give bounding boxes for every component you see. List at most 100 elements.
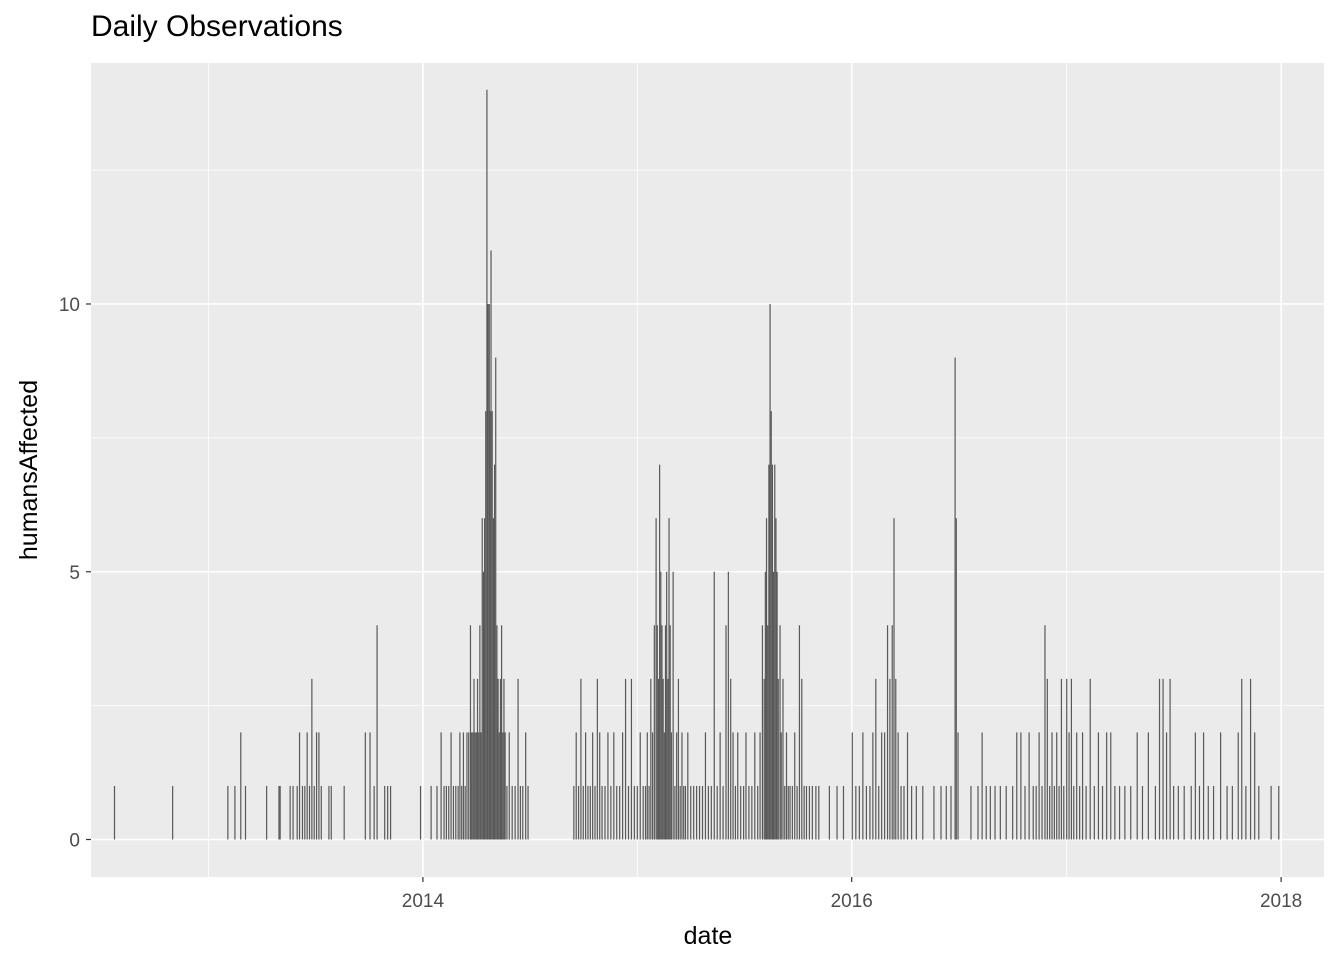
bar — [785, 732, 788, 840]
bar — [318, 732, 320, 840]
bar — [244, 785, 247, 840]
bar — [1220, 732, 1222, 840]
bar — [289, 785, 291, 840]
bar — [732, 732, 734, 840]
bar — [740, 785, 742, 840]
bar — [769, 303, 771, 840]
bar — [945, 785, 947, 840]
bar — [1089, 678, 1091, 840]
bar — [897, 732, 899, 840]
bar — [789, 785, 791, 840]
chart-title: Daily Observations — [91, 10, 343, 43]
bar — [1079, 785, 1081, 840]
bar — [502, 732, 504, 840]
bar — [668, 518, 670, 840]
bar — [503, 678, 505, 840]
bar — [1058, 785, 1060, 840]
bar — [459, 732, 461, 840]
bar — [627, 785, 630, 840]
bar — [798, 625, 801, 840]
bar — [613, 732, 615, 840]
plot-panel — [91, 63, 1324, 877]
y-tick-label: 0 — [69, 831, 80, 852]
bar — [1169, 678, 1171, 840]
bar — [376, 625, 378, 840]
bar — [527, 785, 529, 840]
bar — [1194, 732, 1196, 840]
bar — [373, 785, 375, 840]
bar — [660, 571, 662, 840]
bar — [886, 625, 889, 840]
bar — [713, 571, 715, 840]
bar — [506, 785, 508, 840]
bar — [878, 785, 880, 840]
bar — [511, 785, 513, 840]
bar — [667, 678, 669, 840]
bar — [315, 732, 318, 840]
bar — [770, 411, 772, 840]
bar — [664, 625, 667, 840]
bar-series — [113, 89, 1280, 840]
bar — [811, 785, 813, 840]
bar — [487, 303, 489, 840]
bar — [301, 785, 304, 840]
bar — [493, 464, 496, 840]
bar — [655, 518, 657, 840]
bar — [1016, 732, 1018, 840]
bar — [328, 785, 330, 840]
bar — [172, 785, 174, 840]
bar — [482, 571, 484, 840]
bar — [642, 785, 644, 840]
bar — [594, 785, 596, 840]
bar — [679, 785, 681, 840]
bar — [999, 785, 1001, 840]
bar — [633, 785, 635, 840]
bar — [808, 785, 811, 840]
bar — [607, 732, 609, 840]
bar — [582, 785, 584, 840]
bar — [452, 785, 455, 840]
bar — [601, 785, 603, 840]
bar — [457, 785, 459, 840]
bar — [933, 785, 935, 840]
bar — [858, 785, 860, 840]
bar — [900, 785, 902, 840]
bar — [1147, 732, 1149, 840]
bar — [774, 464, 776, 840]
bar — [1158, 678, 1161, 840]
bar — [683, 785, 685, 840]
bar — [462, 732, 465, 840]
bar — [1154, 785, 1157, 840]
bar — [716, 785, 718, 840]
bar — [577, 785, 580, 840]
bar — [842, 785, 845, 840]
bar — [596, 678, 598, 840]
bar — [587, 785, 589, 840]
bar — [775, 518, 777, 840]
bar — [670, 732, 672, 840]
bar — [761, 625, 764, 840]
bar — [782, 678, 784, 840]
bar — [1114, 785, 1116, 840]
x-tick-label: 2018 — [1260, 891, 1302, 912]
bar — [903, 785, 905, 840]
bar — [1032, 785, 1034, 840]
bar — [672, 571, 674, 840]
bar — [476, 678, 479, 840]
bar — [1028, 732, 1030, 840]
bar — [777, 678, 779, 840]
bar — [320, 785, 322, 840]
bar — [443, 785, 445, 840]
bar — [743, 785, 745, 840]
bar — [1258, 785, 1260, 840]
bar — [485, 411, 487, 840]
bar — [1212, 785, 1215, 840]
bar — [779, 625, 781, 840]
bar — [479, 625, 481, 840]
bar — [677, 678, 680, 840]
grid-lines — [91, 63, 1324, 877]
bar — [701, 785, 704, 840]
bar — [622, 732, 624, 840]
bar — [1073, 785, 1075, 840]
bar — [1198, 785, 1201, 840]
